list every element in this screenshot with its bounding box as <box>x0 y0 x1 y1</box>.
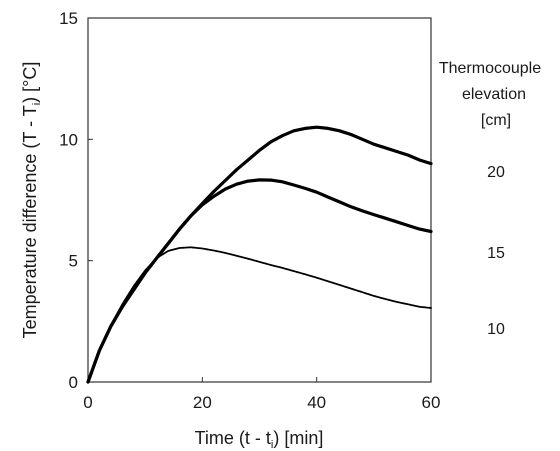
x-tick-label: 40 <box>307 393 326 412</box>
legend-title-line-1: Thermocouple <box>439 60 541 77</box>
series-label-15: 15 <box>487 245 505 262</box>
x-tick-label: 60 <box>422 393 441 412</box>
y-axis-ticks: 0 5 10 15 <box>59 9 93 392</box>
x-axis-label-tail: ) [min] <box>273 428 323 448</box>
plot-frame <box>87 17 432 383</box>
y-tick-label: 10 <box>59 130 78 149</box>
x-axis-label: Time (t - ti) [min] <box>195 428 324 451</box>
series-label-20: 20 <box>487 164 505 181</box>
x-axis-ticks: 0 20 40 60 <box>83 377 440 412</box>
y-tick-label: 5 <box>69 252 78 271</box>
x-axis-label-main: Time (t - t <box>195 428 271 448</box>
series-line-15 <box>86 178 433 384</box>
y-axis-label-sub: i <box>31 103 43 105</box>
y-axis-label: Temperature difference (T - Ti) [°C] <box>20 62 43 339</box>
y-axis-label-tail: ) [°C] <box>20 62 40 103</box>
series-line-20 <box>86 125 433 384</box>
x-axis-label-sub: i <box>271 439 273 451</box>
series-label-10: 10 <box>487 321 505 338</box>
series-layer <box>86 125 433 384</box>
legend-title-line-2: elevation <box>462 86 526 103</box>
x-tick-label: 20 <box>193 393 212 412</box>
y-tick-label: 15 <box>59 9 78 28</box>
legend-title-line-3: [cm] <box>481 112 511 129</box>
y-axis-label-main: Temperature difference (T - T <box>20 105 40 338</box>
y-tick-label: 0 <box>69 373 78 392</box>
legend-title: Thermocouple elevation [cm] <box>439 60 541 129</box>
x-tick-label: 0 <box>83 393 92 412</box>
series-line-10 <box>87 246 432 383</box>
